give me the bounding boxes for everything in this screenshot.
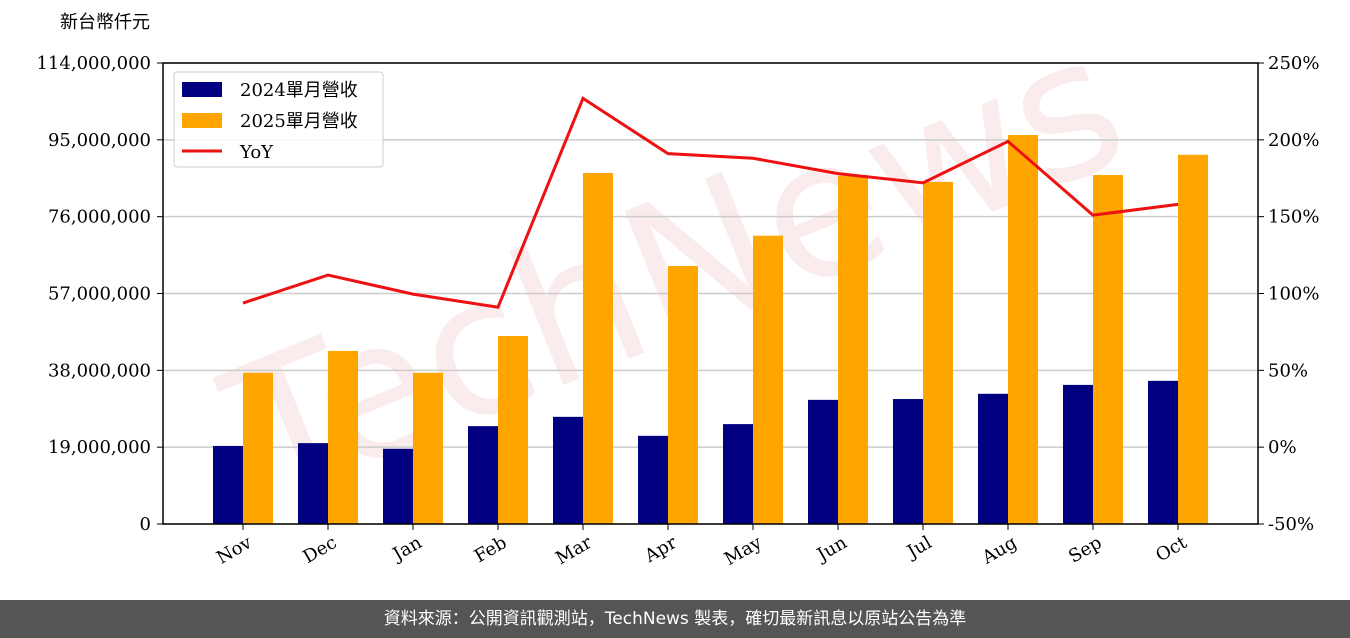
legend-swatch [182, 113, 222, 128]
bar [838, 175, 868, 525]
x-tick-label: Apr [640, 532, 680, 567]
bar [668, 266, 698, 524]
legend-label: 2024單月營收 [240, 80, 358, 101]
bar [923, 181, 953, 525]
bar [1008, 134, 1038, 524]
legend-label: 2025單月營收 [240, 111, 358, 132]
x-tick-label: Oct [1152, 532, 1191, 567]
plot-frame [162, 62, 1259, 525]
bar [383, 448, 413, 524]
x-tick-label: Nov [213, 532, 256, 569]
y2-tick-label: -50% [1268, 514, 1314, 535]
x-tick-label: May [721, 532, 766, 570]
bar [638, 435, 668, 524]
y2-tick-label: 200% [1268, 130, 1319, 151]
bar [808, 399, 838, 524]
legend-swatch [182, 82, 222, 97]
legend-box [173, 71, 384, 168]
bar [468, 426, 498, 524]
bar [893, 399, 923, 524]
y-tick-label: 38,000,000 [48, 360, 151, 381]
y-tick-label: 0 [140, 514, 151, 535]
bar [753, 235, 783, 525]
bar [498, 335, 528, 524]
bar [1148, 380, 1178, 524]
x-tick-label: Jun [812, 532, 851, 567]
x-tick-label: Aug [978, 532, 1021, 569]
bar [413, 372, 443, 524]
x-tick-label: Jul [902, 532, 936, 564]
bar [1178, 154, 1208, 525]
y2-tick-label: 250% [1268, 53, 1319, 74]
bar [723, 424, 753, 524]
bar [328, 350, 358, 524]
x-tick-label: Feb [471, 532, 511, 567]
legend-label: YoY [239, 142, 274, 163]
bar [1093, 175, 1123, 525]
y2-tick-label: 50% [1268, 360, 1308, 381]
bar [553, 416, 583, 524]
y-tick-label: 95,000,000 [48, 130, 151, 151]
bar [1063, 384, 1093, 524]
bar [213, 445, 243, 524]
bar [978, 393, 1008, 524]
x-tick-label: Sep [1065, 532, 1105, 567]
x-tick-label: Mar [552, 532, 596, 569]
y-axis-unit: 新台幣仟元 [60, 12, 150, 33]
bar [298, 443, 328, 524]
y2-tick-label: 150% [1268, 207, 1319, 228]
y-tick-label: 114,000,000 [36, 53, 151, 74]
chart: 新台幣仟元 TechNews 019,000,00038,000,00057,0… [36, 0, 1319, 570]
y-tick-label: 19,000,000 [48, 437, 151, 458]
x-tick-label: Jan [388, 532, 426, 566]
bar [243, 372, 273, 524]
footer: 資料來源：公開資訊觀測站，TechNews 製表，確切最新訊息以原站公告為準 [0, 600, 1350, 638]
line [242, 96, 1179, 309]
y-tick-label: 76,000,000 [48, 207, 151, 228]
y-tick-label: 57,000,000 [48, 284, 151, 305]
y2-tick-label: 0% [1268, 437, 1297, 458]
bar [583, 172, 613, 524]
y2-tick-label: 100% [1268, 284, 1319, 305]
